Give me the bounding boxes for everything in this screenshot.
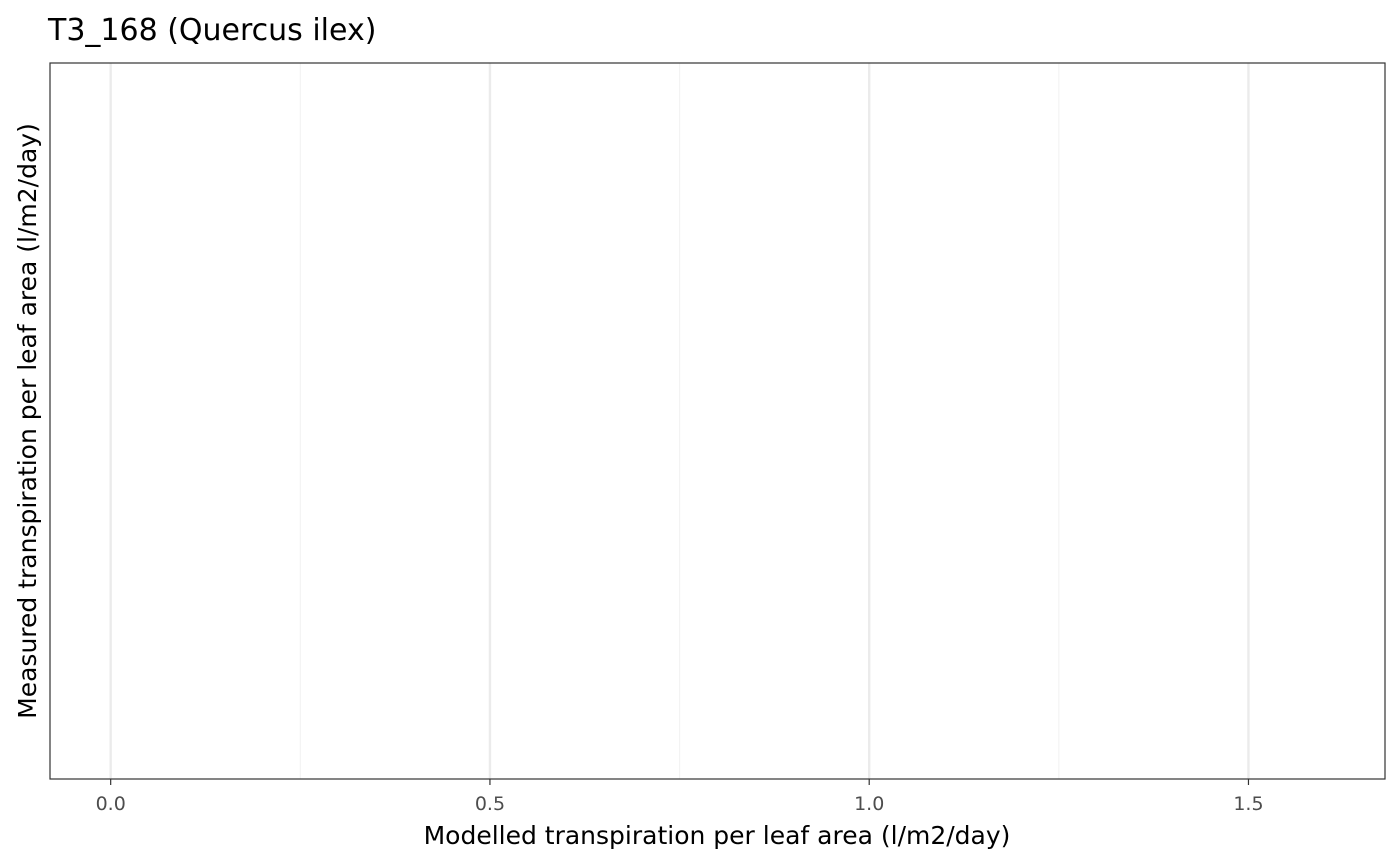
- plot-panel: [50, 63, 1385, 779]
- x-axis-ticks: [110, 779, 1250, 785]
- y-axis-title: Measured transpiration per leaf area (l/…: [13, 123, 42, 719]
- x-axis-tick-labels: 0.0 0.5 1.0 1.5: [96, 793, 1264, 815]
- chart-title: T3_168 (Quercus ilex): [47, 13, 376, 48]
- x-axis-title: Modelled transpiration per leaf area (l/…: [424, 821, 1011, 850]
- x-tick-label: 0.0: [96, 793, 126, 815]
- x-tick-label: 0.5: [475, 793, 505, 815]
- panel-border: [49, 62, 1386, 780]
- minor-gridlines: [299, 63, 1060, 779]
- major-gridlines: [109, 63, 1250, 779]
- x-tick-label: 1.5: [1233, 793, 1263, 815]
- x-tick-label: 1.0: [854, 793, 884, 815]
